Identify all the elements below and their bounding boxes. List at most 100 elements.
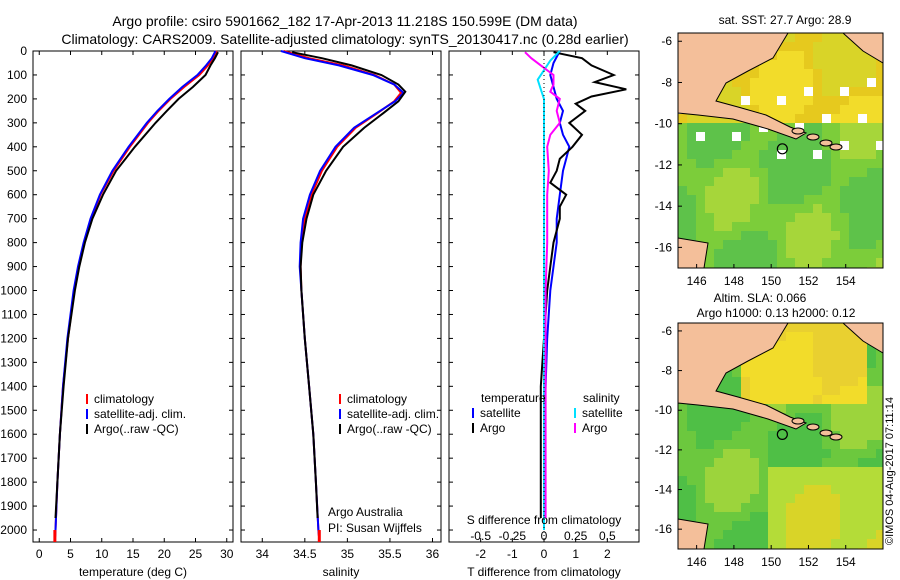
sla-map-cell — [795, 539, 804, 548]
sla-map-cell — [804, 386, 813, 395]
sst-map-cell — [696, 177, 705, 186]
sst-map-island — [806, 133, 820, 141]
sst-map-cell — [795, 51, 804, 60]
sla-map-xtick-label: 150 — [761, 555, 781, 569]
sla-map-cell — [804, 431, 813, 440]
sst-map-cell — [777, 69, 786, 78]
sla-map-land-sw — [677, 518, 709, 550]
sst-map-cell — [822, 114, 831, 123]
temperature-xtick-label: 10 — [95, 547, 109, 561]
sla-map-cell — [876, 368, 883, 377]
sla-map-cell — [696, 494, 705, 503]
diff-s-legend-label: satellite — [582, 406, 623, 420]
sla-map-cell — [759, 440, 768, 449]
sla-map-cell — [777, 539, 786, 548]
sst-map-cell — [678, 186, 687, 195]
temperature-xtick-label: 0 — [36, 547, 43, 561]
sst-map-cell — [786, 258, 795, 267]
sst-map-cell — [831, 231, 840, 240]
sst-map-cell — [822, 42, 831, 51]
sla-map-cell — [750, 377, 759, 386]
sst-map-cell — [867, 87, 876, 96]
sst-map-cell — [687, 186, 696, 195]
sst-map-cell — [804, 141, 813, 150]
sla-map-cell — [822, 467, 831, 476]
sla-map-cell — [687, 503, 696, 512]
sla-map-cell — [759, 521, 768, 530]
sst-map-cell — [777, 132, 786, 141]
sst-map-cell — [768, 60, 777, 69]
sst-map-cell — [858, 249, 867, 258]
sla-map-cell — [813, 476, 822, 485]
sst-map-cell — [777, 78, 786, 87]
sla-map-cell — [696, 431, 705, 440]
sst-map-cell — [723, 186, 732, 195]
sla-map-cell — [768, 440, 777, 449]
sst-map-cell — [858, 105, 867, 114]
sla-map-cell — [750, 539, 759, 548]
sla-map-cell — [804, 413, 813, 422]
sst-map-cell — [768, 213, 777, 222]
sst-map-cell — [687, 204, 696, 213]
temperature-ytick-label: 500 — [7, 164, 27, 178]
sst-map-cell — [876, 96, 883, 105]
sla-map-cell — [795, 467, 804, 476]
sst-map-cell — [813, 168, 822, 177]
sla-map-xtick-label: 148 — [724, 555, 744, 569]
sla-map-cell — [858, 359, 867, 368]
sla-map-cell — [867, 512, 876, 521]
sla-map-cell — [732, 539, 741, 548]
sla-map-cell — [714, 440, 723, 449]
sst-map-cell — [786, 114, 795, 123]
sst-map-cell — [678, 141, 687, 150]
sla-map-cell — [705, 476, 714, 485]
temperature-xlabel: temperature (deg C) — [79, 565, 187, 579]
sla-map-cell — [786, 512, 795, 521]
sst-map-cell — [867, 105, 876, 114]
sla-map-cell — [786, 359, 795, 368]
sst-map-cell — [804, 42, 813, 51]
sst-map-cell — [867, 96, 876, 105]
temperature-ytick-label: 1300 — [0, 355, 27, 369]
sst-map-cell — [768, 87, 777, 96]
sst-map-xtick-label: 154 — [836, 274, 856, 288]
sst-map-cell — [696, 132, 705, 141]
sla-map-cell — [795, 377, 804, 386]
sla-map-cell — [705, 521, 714, 530]
sst-map-cell — [840, 141, 849, 150]
sla-map-cell — [768, 503, 777, 512]
sst-map-cell — [876, 177, 883, 186]
sst-map-cell — [741, 258, 750, 267]
sla-map-cell — [804, 494, 813, 503]
temp-legend-label: satellite-adj. clim. — [94, 407, 186, 421]
figure-title-line2: Climatology: CARS2009. Satellite-adjuste… — [61, 31, 628, 47]
sla-map-cell — [768, 395, 777, 404]
sst-map-cell — [750, 159, 759, 168]
sla-map-cell — [768, 350, 777, 359]
sst-map-cell — [723, 213, 732, 222]
sla-map-cell — [741, 539, 750, 548]
sla-map-cell — [822, 404, 831, 413]
sst-map-cell — [714, 177, 723, 186]
sla-map-cell — [867, 359, 876, 368]
sla-map-ytick-label: -16 — [655, 522, 673, 536]
sla-map-cell — [849, 458, 858, 467]
sst-map-cell — [786, 42, 795, 51]
sla-map-cell — [876, 413, 883, 422]
sst-map-cell — [732, 78, 741, 87]
diff-x2tick-label: -0.25 — [499, 529, 527, 543]
sst-map-cell — [687, 123, 696, 132]
sst-map-cell — [723, 87, 732, 96]
salinity-xtick-label: 35.5 — [378, 547, 402, 561]
sst-map-cell — [750, 177, 759, 186]
sst-map-ytick-label: -12 — [655, 158, 673, 172]
sst-map-cell — [705, 258, 714, 267]
sst-map-cell — [849, 213, 858, 222]
sst-map-cell — [822, 222, 831, 231]
sst-map-cell — [876, 150, 883, 159]
sst-map-cell — [840, 150, 849, 159]
sst-map-cell — [831, 114, 840, 123]
sla-map-cell — [759, 449, 768, 458]
sla-map-cell — [687, 440, 696, 449]
sst-map-cell — [714, 123, 723, 132]
